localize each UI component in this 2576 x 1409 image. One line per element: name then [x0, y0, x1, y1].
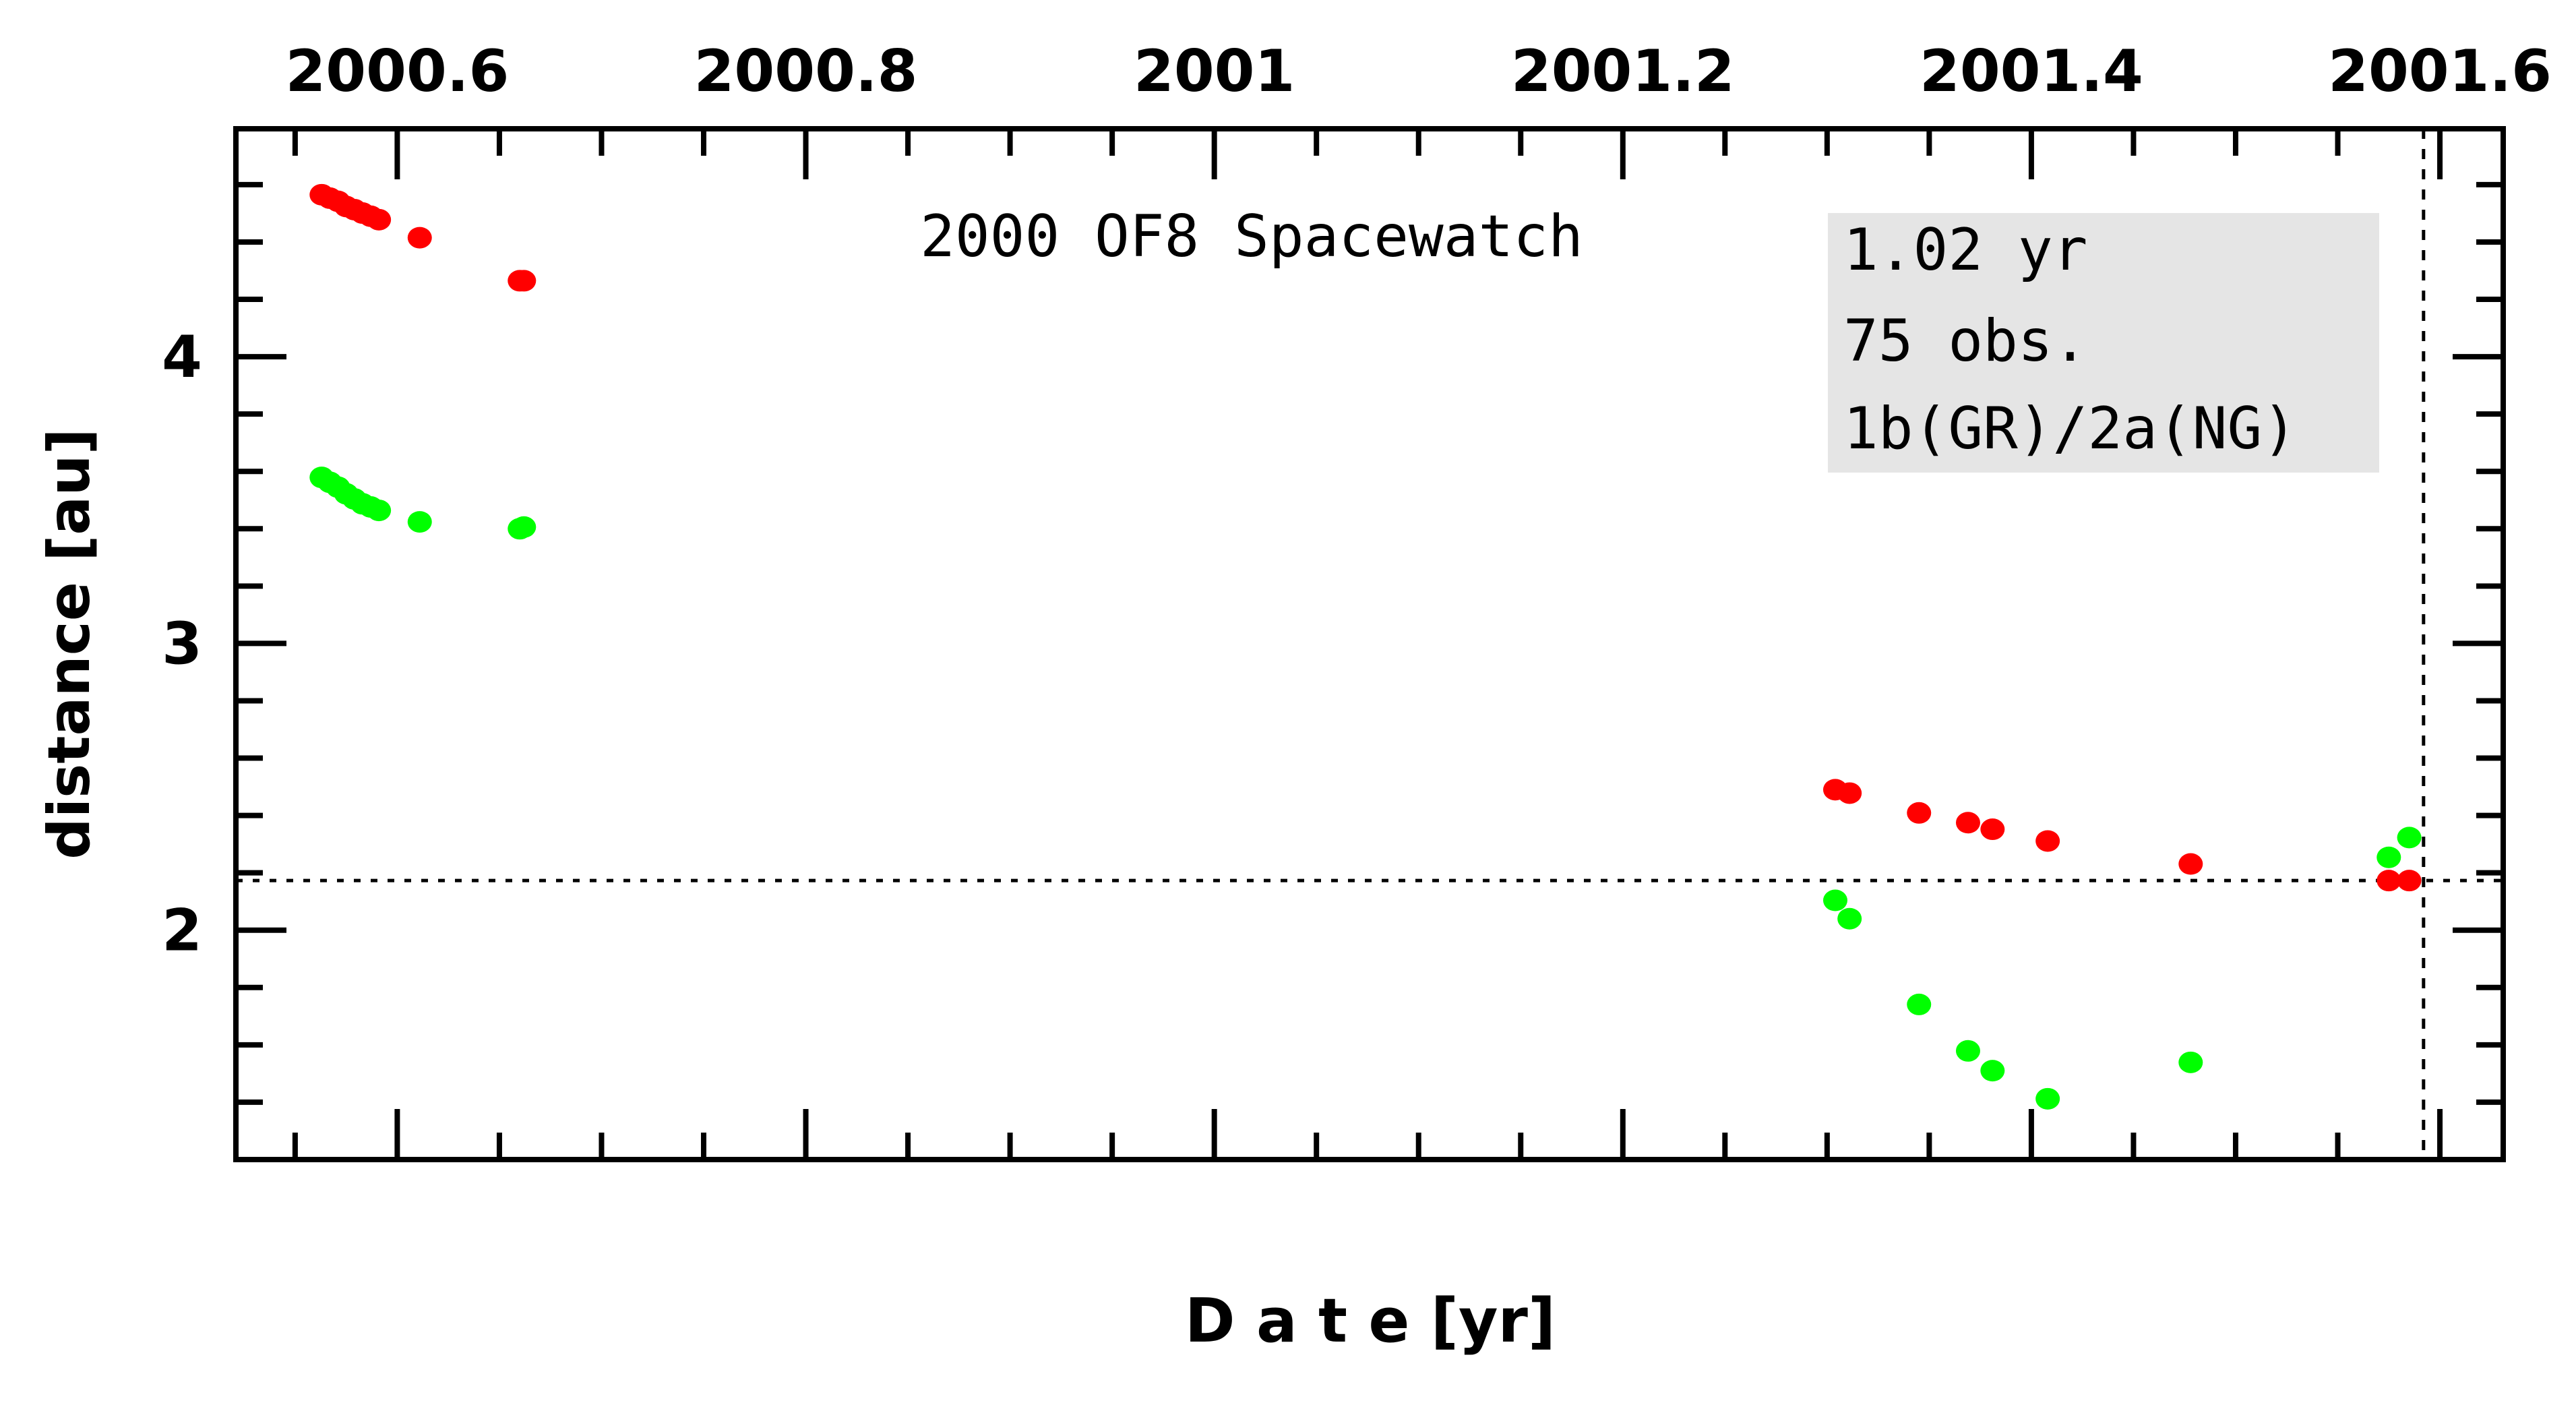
axis-ticks: [236, 129, 2503, 1160]
x-axis-label: D a t e [yr]: [1185, 1286, 1556, 1356]
heliocentric-point: [512, 270, 536, 292]
heliocentric-point: [2178, 853, 2203, 875]
geocentric-point: [1822, 889, 1847, 911]
heliocentric-point: [1837, 782, 1862, 804]
geocentric-point: [367, 500, 392, 522]
geocentric-point: [1907, 993, 1932, 1015]
x-tick-label: 2001.2: [1511, 38, 1735, 105]
heliocentric-point: [2397, 870, 2422, 892]
x-tick-label: 2000.6: [285, 38, 509, 105]
heliocentric-point: [2035, 830, 2060, 852]
heliocentric-point: [367, 208, 392, 231]
info-box: [1828, 213, 2379, 473]
y-tick-label: 3: [162, 610, 202, 678]
y-axis-label: distance [au]: [36, 428, 103, 860]
geocentric-point: [2397, 827, 2422, 849]
geocentric-point: [1837, 907, 1862, 930]
heliocentric-point: [1980, 818, 2005, 841]
data-points: [309, 183, 2422, 1110]
x-tick-label: 2001.6: [2328, 38, 2552, 105]
geocentric-point: [2376, 846, 2401, 868]
heliocentric-point: [2376, 870, 2401, 892]
geocentric-point: [512, 516, 536, 538]
heliocentric-point: [1907, 802, 1932, 824]
geocentric-point: [2035, 1087, 2060, 1110]
info-obs-count: 75 obs.: [1843, 307, 2087, 375]
geocentric-point: [407, 511, 432, 533]
geocentric-point: [2178, 1051, 2203, 1073]
chart-title: 2000 OF8 Spacewatch: [920, 203, 1583, 270]
info-arc-length: 1.02 yr: [1843, 216, 2087, 284]
x-tick-label: 2001.4: [1920, 38, 2143, 105]
plot-frame: [233, 126, 2506, 1162]
geocentric-point: [1980, 1060, 2005, 1082]
x-tick-label: 2000.8: [694, 38, 918, 105]
x-tick-label: 2001: [1134, 38, 1295, 105]
y-tick-label: 2: [162, 897, 202, 965]
geocentric-point: [1955, 1040, 1980, 1062]
x-tick-labels: 2000.6 2000.8 2001 2001.2 2001.4 2001.6: [285, 38, 2552, 105]
y-tick-labels: 2 3 4: [162, 324, 202, 965]
y-tick-label: 4: [162, 324, 202, 391]
info-orbit-quality: 1b(GR)/2a(NG): [1843, 395, 2297, 462]
heliocentric-point: [407, 227, 432, 249]
heliocentric-point: [1955, 812, 1980, 834]
